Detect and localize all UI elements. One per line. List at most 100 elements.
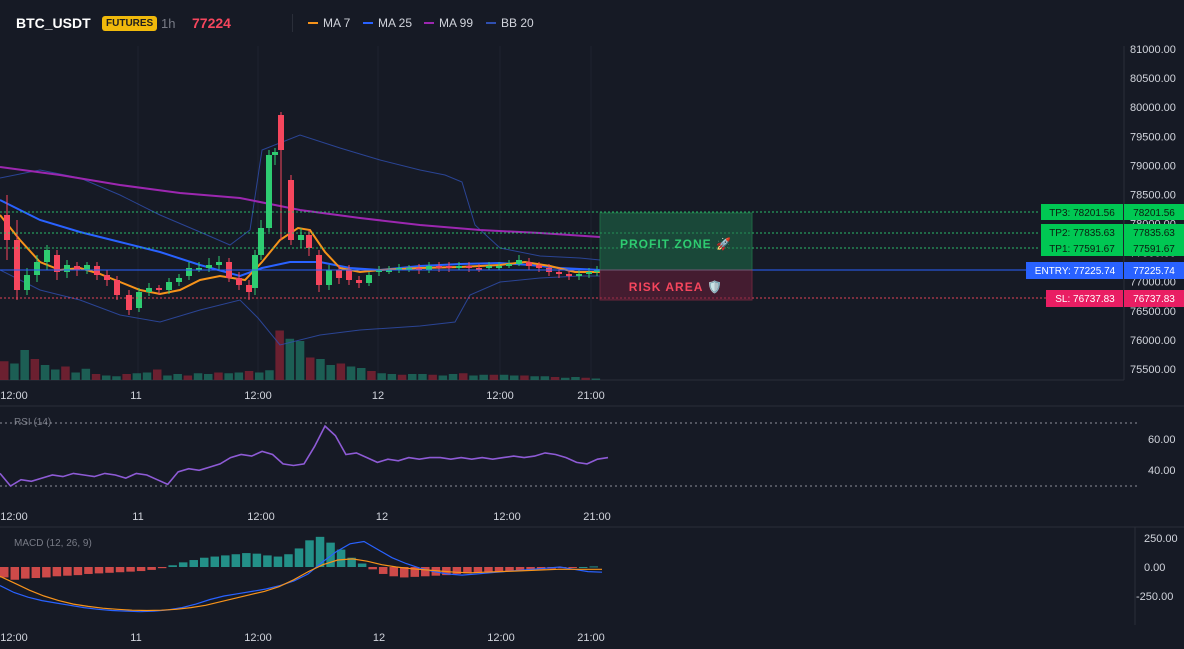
- candles[interactable]: [4, 112, 600, 315]
- macd-hist-bar: [378, 567, 388, 574]
- macd-tick-250: 250.00: [1144, 533, 1178, 545]
- ma99-line: [0, 166, 601, 238]
- volume-bar: [285, 338, 295, 380]
- legend-ma25[interactable]: MA 25: [363, 16, 412, 30]
- price-tick: 79000.00: [1130, 160, 1176, 172]
- macd-pane[interactable]: MACD (12, 26, 9) 250.00 0.00 -250.00 12:…: [0, 527, 1178, 644]
- volume-bars: [0, 330, 601, 380]
- volume-bar: [183, 375, 193, 380]
- volume-bar: [142, 372, 152, 380]
- macd-hist-bar: [157, 567, 167, 569]
- entry-axis-tag: [1124, 262, 1184, 279]
- macd-time-label: 12:00: [0, 632, 28, 644]
- volume-bar: [204, 374, 213, 380]
- bb-lower-line: [0, 269, 600, 346]
- macd-hist-bar: [10, 567, 20, 580]
- macd-hist-bar: [105, 567, 114, 573]
- volume-bar: [40, 365, 50, 380]
- candle-body: [206, 265, 212, 268]
- timeframe-selector[interactable]: 1h: [161, 16, 176, 31]
- tp1-axis-text: 77591.67: [1133, 244, 1175, 255]
- candle-body: [416, 268, 422, 270]
- macd-hist-bar: [21, 567, 30, 579]
- profit-zone-box[interactable]: [599, 212, 753, 271]
- price-tick: 76500.00: [1130, 306, 1176, 318]
- volume-bar: [61, 366, 70, 380]
- tp2-axis-text: 77835.63: [1133, 228, 1175, 239]
- candle-body: [346, 270, 352, 280]
- time-label: 12: [372, 390, 384, 402]
- macd-hist-bar: [421, 567, 430, 577]
- macd-hist-bar: [568, 567, 577, 568]
- volume-bar: [591, 378, 601, 380]
- volume-bar: [346, 366, 356, 380]
- risk-zone-box[interactable]: [599, 269, 753, 301]
- volume-bar: [71, 372, 80, 380]
- macd-hist-bar: [84, 567, 93, 574]
- macd-hist-bar: [42, 567, 51, 578]
- macd-hist-bar: [484, 567, 493, 573]
- volume-bar: [336, 363, 346, 380]
- macd-hist-bar: [515, 567, 525, 571]
- signal-line: [0, 558, 602, 612]
- macd-hist-bar: [126, 567, 135, 572]
- entry-axis-text: 77225.74: [1133, 266, 1175, 277]
- candle-body: [496, 266, 502, 268]
- chart-header: BTC_USDT FUTURES 1h 77224 MA 7 MA 25 MA …: [0, 0, 1184, 46]
- candle-body: [506, 264, 512, 266]
- volume-bar: [418, 374, 427, 380]
- macd-hist-bar: [294, 548, 304, 567]
- candle-body: [104, 275, 110, 280]
- macd-hist-bar: [273, 556, 283, 567]
- tp1-tag-text: TP1: 77591.67: [1049, 244, 1115, 255]
- volume-bar: [102, 375, 111, 380]
- time-axis-main[interactable]: 12:00 11 12:00 12 12:00 21:00: [0, 390, 605, 402]
- volume-bar: [234, 372, 244, 380]
- rsi-time-label: 12:00: [247, 511, 275, 523]
- legend-ma99[interactable]: MA 99: [424, 16, 473, 30]
- volume-bar: [20, 350, 29, 380]
- legend-bb20[interactable]: BB 20: [486, 16, 534, 30]
- ma99-swatch: [424, 22, 434, 24]
- macd-hist-bar: [52, 567, 62, 577]
- macd-hist-bar: [231, 554, 241, 567]
- candle-body: [386, 270, 392, 272]
- volume-bar: [295, 341, 305, 380]
- price-tick: 80000.00: [1130, 102, 1176, 114]
- volume-bar: [255, 372, 264, 380]
- volume-bar: [357, 368, 366, 380]
- time-label: 12:00: [0, 390, 28, 402]
- candle-body: [576, 274, 582, 276]
- volume-bar: [0, 361, 9, 380]
- symbol-title[interactable]: BTC_USDT: [16, 15, 91, 31]
- candle-body: [74, 266, 80, 270]
- macd-hist-bar: [494, 567, 504, 572]
- candle-body: [272, 152, 278, 155]
- price-tick: 76000.00: [1130, 335, 1176, 347]
- rsi-title: RSI (14): [14, 417, 51, 428]
- volume-bar: [326, 365, 335, 380]
- rsi-time-label: 12:00: [493, 511, 521, 523]
- candle-body: [246, 285, 252, 292]
- candle-body: [136, 292, 142, 308]
- legend-ma7[interactable]: MA 7: [308, 16, 350, 30]
- header-divider: [292, 14, 293, 32]
- ma7-line: [0, 214, 600, 296]
- macd-hist-bar: [589, 566, 598, 568]
- macd-hist-bar: [336, 549, 346, 567]
- price-tick: 75500.00: [1130, 364, 1176, 376]
- candle-body: [54, 255, 60, 272]
- volume-bar: [561, 377, 570, 380]
- candle-body: [64, 265, 70, 272]
- candle-body: [298, 235, 304, 240]
- rsi-pane[interactable]: RSI (14) 60.00 40.00 12:00 11 12:00 12 1…: [0, 417, 1176, 523]
- macd-hist-bar: [305, 540, 314, 567]
- candle-body: [186, 268, 192, 276]
- entry-tag: [1026, 262, 1123, 279]
- rsi-time-label: 21:00: [583, 511, 611, 523]
- volume-bar: [30, 359, 40, 380]
- macd-hist-bar: [326, 542, 335, 567]
- tp2-axis-tag: [1124, 224, 1184, 240]
- macd-time-label: 12:00: [487, 632, 515, 644]
